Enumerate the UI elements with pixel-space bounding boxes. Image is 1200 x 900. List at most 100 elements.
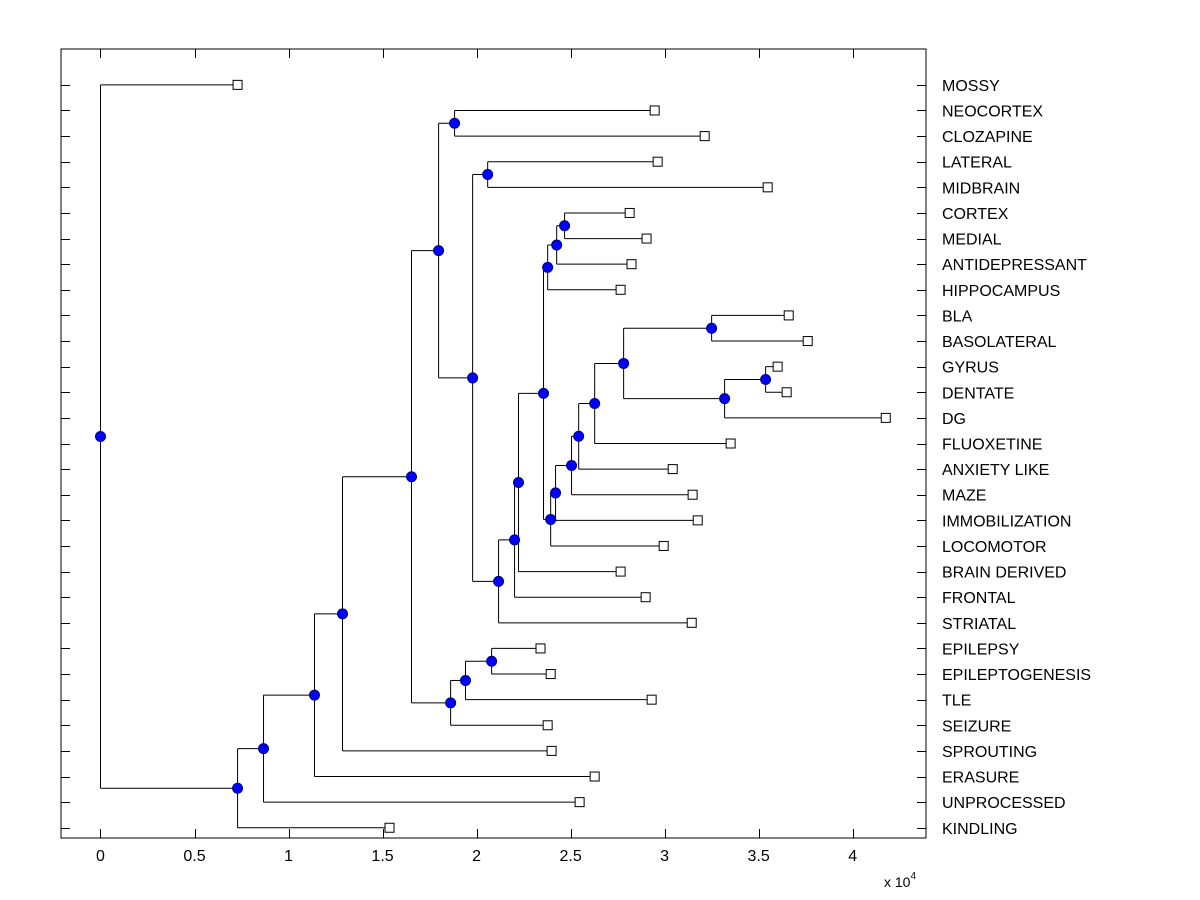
leaf-label: IMMOBILIZATION (942, 513, 1071, 530)
leaf-marker (574, 797, 585, 808)
leaf-marker (624, 207, 635, 218)
leaf-marker (384, 822, 395, 833)
leaf-marker (626, 259, 637, 270)
leaf-marker (649, 105, 660, 116)
leaf-label: DENTATE (942, 385, 1014, 402)
leaf-label: CORTEX (942, 206, 1009, 223)
internal-node (258, 743, 270, 755)
internal-node (493, 575, 505, 587)
leaf-marker (641, 233, 652, 244)
leaf-marker (699, 131, 710, 142)
leaf-marker (667, 464, 678, 475)
internal-node (308, 689, 320, 701)
plot-frame (60, 48, 927, 839)
leaf-label: BRAIN DERIVED (942, 565, 1066, 582)
leaf-label: DG (942, 411, 966, 428)
x-tick-label: 0 (96, 848, 105, 865)
tree-branches (99, 84, 886, 829)
leaf-marker (692, 515, 703, 526)
internal-node (542, 261, 554, 273)
leaf-marker (762, 182, 773, 193)
node-markers (94, 117, 772, 794)
leaf-marker (615, 566, 626, 577)
x-tick-label: 3.5 (748, 848, 770, 865)
x-tick-label: 1.5 (371, 848, 393, 865)
leaf-marker (802, 336, 813, 347)
leaf-marker (646, 694, 657, 705)
x-tick-label: 0.5 (183, 848, 205, 865)
leaf-label: EPILEPSY (942, 641, 1020, 658)
leaf-marker (545, 669, 556, 680)
internal-node (550, 487, 562, 499)
internal-node (559, 220, 571, 232)
axis-ticks (61, 49, 926, 838)
leaf-label: EPILEPTOGENESIS (942, 667, 1091, 684)
x-tick-label: 1 (284, 848, 293, 865)
leaf-marker (232, 79, 243, 90)
leaf-label: BASOLATERAL (942, 334, 1057, 351)
internal-node (545, 513, 557, 525)
leaf-marker (783, 310, 794, 321)
leaf-marker (781, 387, 792, 398)
leaf-label: BLA (942, 308, 973, 325)
internal-node (482, 169, 494, 181)
x-tick-label: 3 (660, 848, 669, 865)
leaf-label: MIDBRAIN (942, 180, 1020, 197)
internal-node (467, 372, 479, 384)
internal-node (551, 239, 563, 251)
x-tick-labels: 0 0.5 1 1.5 2 2.5 3 3.5 4 (96, 848, 857, 865)
internal-node (433, 245, 445, 257)
leaf-marker (725, 438, 736, 449)
leaf-label: FLUOXETINE (942, 437, 1042, 454)
internal-node (760, 373, 772, 385)
axes-frame (60, 48, 927, 839)
leaf-marker (686, 617, 697, 628)
leaf-marker (542, 720, 553, 731)
internal-node (566, 460, 578, 472)
leaf-label: TLE (942, 693, 971, 710)
leaf-label: LOCOMOTOR (942, 539, 1047, 556)
leaf-marker (652, 156, 663, 167)
leaf-label: SPROUTING (942, 744, 1037, 761)
x-multiplier-label: x 104 (884, 871, 916, 890)
internal-node (459, 674, 471, 686)
leaf-label: ANXIETY LIKE (942, 462, 1049, 479)
x-tick-label: 4 (848, 848, 857, 865)
internal-node (445, 697, 457, 709)
leaf-labels: MOSSY NEOCORTEX CLOZAPINE LATERAL MIDBRAIN CO… (942, 78, 1091, 838)
leaf-label: FRONTAL (942, 590, 1016, 607)
internal-node (513, 477, 525, 489)
leaf-label: MAZE (942, 488, 986, 505)
x-tick-label: 2.5 (559, 848, 581, 865)
leaf-marker (687, 489, 698, 500)
leaf-label: SEIZURE (942, 718, 1011, 735)
internal-node (486, 655, 498, 667)
leaf-label: NEOCORTEX (942, 103, 1043, 120)
leaf-marker (658, 540, 669, 551)
leaf-marker (615, 284, 626, 295)
internal-node (589, 397, 601, 409)
internal-node (406, 471, 418, 483)
leaf-markers (232, 79, 891, 833)
leaf-label: MEDIAL (942, 232, 1002, 249)
leaf-marker (772, 361, 783, 372)
leaf-label: GYRUS (942, 360, 999, 377)
leaf-label: KINDLING (942, 821, 1018, 838)
leaf-label: CLOZAPINE (942, 129, 1033, 146)
internal-node (618, 357, 630, 369)
internal-node (337, 608, 349, 620)
internal-node (538, 387, 550, 399)
leaf-marker (880, 412, 891, 423)
leaf-label: UNPROCESSED (942, 795, 1066, 812)
leaf-marker (640, 592, 651, 603)
internal-node (706, 322, 718, 334)
leaf-label: LATERAL (942, 155, 1012, 172)
internal-node (719, 393, 731, 405)
leaf-label: HIPPOCAMPUS (942, 283, 1060, 300)
leaf-label: MOSSY (942, 78, 1000, 95)
internal-node (509, 534, 521, 546)
leaf-marker (589, 771, 600, 782)
x-tick-label: 2 (472, 848, 481, 865)
internal-node (449, 117, 461, 129)
